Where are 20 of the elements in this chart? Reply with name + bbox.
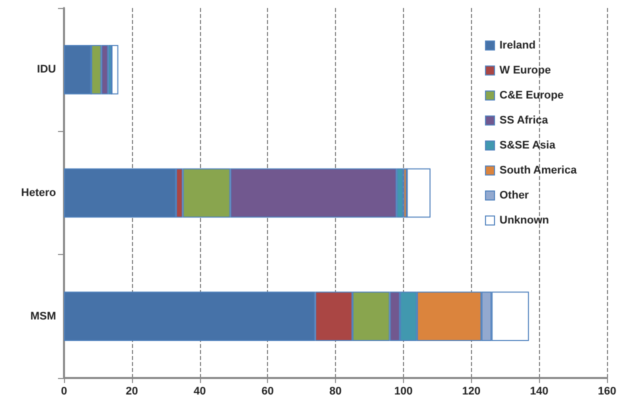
legend-label: Other [500,190,530,202]
legend-label: C&E Europe [500,90,564,102]
x-tick-label: 40 [194,386,206,398]
x-tick-label: 0 [60,386,68,398]
x-tick-label: 160 [598,386,616,398]
legend-label: Unknown [500,214,550,226]
x-tick-label: 120 [462,386,480,398]
legend-label: SS Africa [500,114,549,126]
legend-label: South America [500,164,578,176]
x-tick-label: 80 [329,386,342,398]
legend-label: Ireland [500,40,536,52]
x-tick-label: 20 [126,386,138,398]
x-tick-label: 100 [394,386,413,398]
y-tick-label: Hetero [21,187,56,199]
legend-label: S&SE Asia [500,140,556,152]
x-tick-label: 60 [262,386,274,398]
y-tick-label: MSM [30,310,56,322]
legend-label: W Europe [500,64,551,76]
x-tick-label: 140 [530,386,548,398]
y-tick-label: IDU [37,64,56,76]
